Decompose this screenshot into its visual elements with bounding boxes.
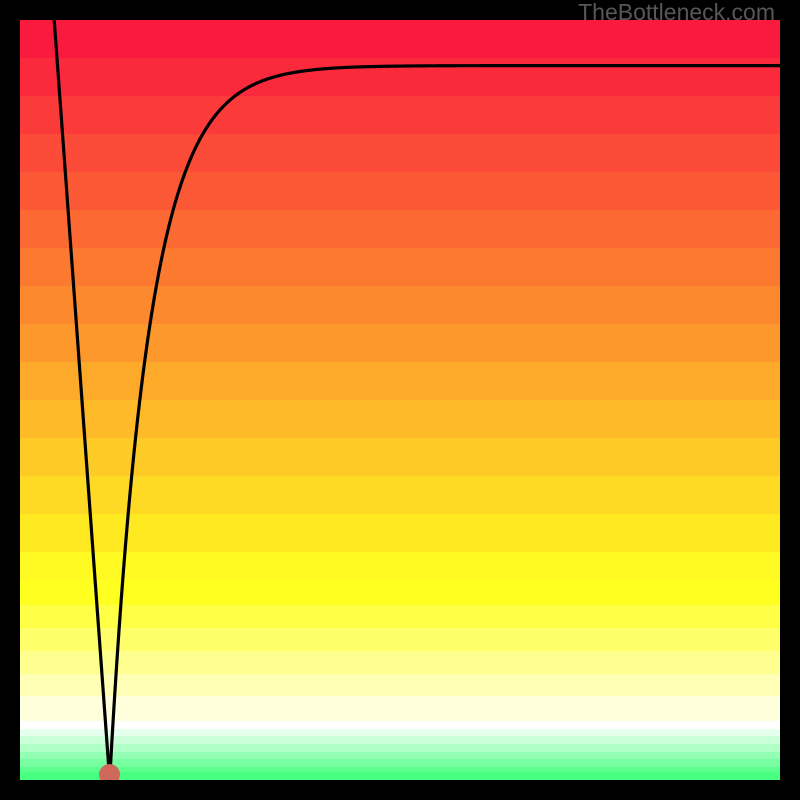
- frame-left: [0, 0, 20, 800]
- bottleneck-curve: [20, 20, 780, 780]
- frame-right: [780, 0, 800, 800]
- bottleneck-curve-path: [54, 20, 780, 780]
- plot-area: [20, 20, 780, 780]
- attribution-text: TheBottleneck.com: [578, 0, 775, 26]
- frame-bottom: [0, 780, 800, 800]
- minimum-marker: [99, 764, 120, 780]
